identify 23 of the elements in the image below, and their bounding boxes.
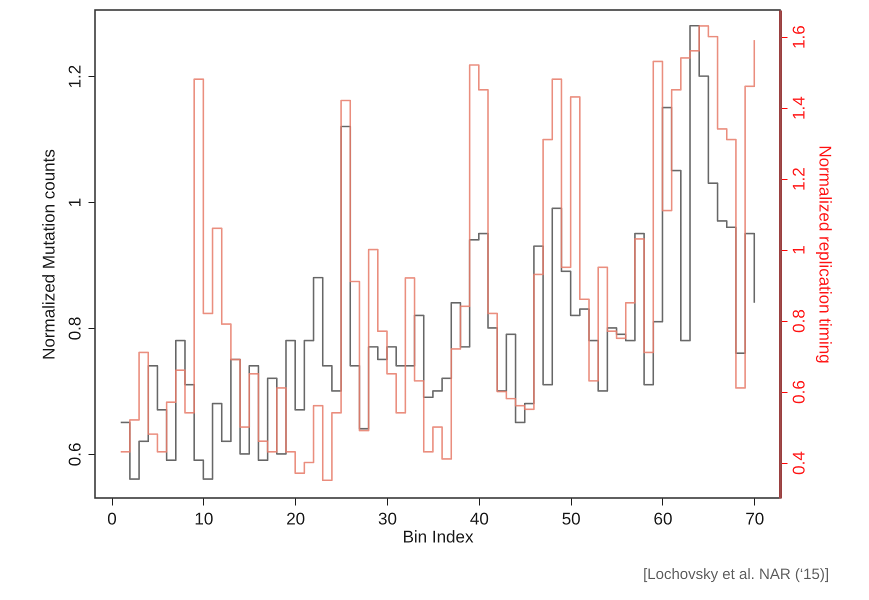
- y2-tick-label: 0.6: [790, 380, 808, 404]
- y-tick-label: 0.6: [66, 442, 84, 466]
- text: [Lochovsky et al. NAR (‘15)]: [643, 566, 829, 583]
- y-tick-label: 1.2: [66, 64, 84, 88]
- x-tick-label: 0: [107, 510, 117, 528]
- y2-tick-label: 0.4: [790, 451, 808, 475]
- y2-tick-label: 1.6: [790, 25, 808, 49]
- y2-axis-title: Normalized replication timing: [816, 145, 834, 364]
- y-tick-label: 0.8: [66, 316, 84, 340]
- x-tick-label: 30: [378, 510, 397, 528]
- y2-tick-label: 1.2: [790, 167, 808, 191]
- x-tick-label: 50: [562, 510, 581, 528]
- x-tick-label: 60: [654, 510, 672, 528]
- y2-tick-label: 1: [790, 245, 808, 255]
- y-tick-label: 1: [66, 198, 84, 208]
- y-axis-title: Normalized Mutation counts: [40, 149, 58, 360]
- y2-tick-label: 0.8: [790, 309, 808, 333]
- x-tick-label: 70: [745, 510, 764, 528]
- x-tick-label: 40: [470, 510, 489, 528]
- x-tick-label: 10: [194, 510, 214, 528]
- y2-tick-label: 1.4: [790, 96, 808, 120]
- x-axis-title: Bin Index: [402, 528, 474, 546]
- x-tick-label: 20: [286, 510, 306, 528]
